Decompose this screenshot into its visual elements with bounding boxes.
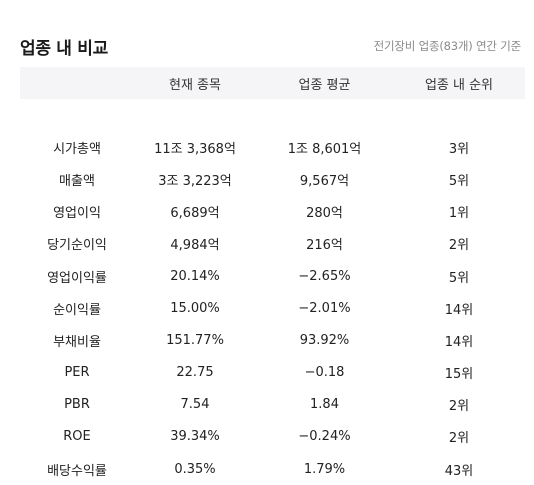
industry-rank-cell: 5위 (448, 270, 470, 286)
current-value-cell: 11조 3,368억 (154, 141, 236, 157)
industry-rank-cell: 1위 (448, 206, 470, 222)
column-header-metric (20, 67, 134, 99)
column-header-rank: 업종 내 순위 (424, 77, 494, 93)
table-row: 순이익률 15.00% −2.01% 14위 (20, 292, 525, 324)
column-header-average: 업종 평균 (298, 77, 351, 93)
industry-average-cell: 93.92% (299, 332, 350, 348)
industry-average-cell: −2.65% (298, 268, 351, 284)
current-value-cell: 0.35% (174, 461, 216, 477)
industry-rank-cell: 5위 (448, 173, 470, 189)
industry-rank-cell: 2위 (448, 431, 470, 447)
industry-rank-cell: 43위 (444, 463, 474, 479)
current-value-cell: 7.54 (180, 397, 210, 413)
table-header-row: 현재 종목 업종 평균 업종 내 순위 (20, 67, 525, 99)
current-value-cell: 20.14% (170, 268, 220, 284)
current-value-cell: 22.75 (176, 365, 214, 381)
table-row: PER 22.75 −0.18 15위 (20, 357, 525, 389)
panel-header: 업종 내 비교 전기장비 업종(83개) 연간 기준 (20, 32, 521, 60)
table-row: 당기순이익 4,984억 216억 2위 (20, 228, 525, 260)
table-row: 부채비율 151.77% 93.92% 14위 (20, 324, 525, 356)
metric-cell: 영업이익 (53, 206, 101, 222)
table-row: 매출액 3조 3,223억 9,567억 5위 (20, 163, 525, 195)
current-value-cell: 151.77% (166, 332, 224, 348)
comparison-table: 현재 종목 업종 평균 업종 내 순위 시가총액 11조 3,368억 1조 8,6… (20, 67, 525, 485)
industry-rank-cell: 2위 (448, 399, 470, 415)
industry-rank-cell: 15위 (444, 367, 474, 383)
table-row: 시가총액 11조 3,368억 1조 8,601억 3위 (20, 131, 525, 163)
metric-cell: PBR (64, 397, 90, 413)
metric-cell: 부채비율 (53, 334, 101, 350)
industry-average-cell: 216억 (306, 238, 343, 254)
metric-cell: 당기순이익 (47, 238, 107, 254)
metric-cell: PER (64, 365, 90, 381)
current-value-cell: 6,689억 (170, 206, 220, 222)
current-value-cell: 4,984억 (170, 238, 220, 254)
panel-subtitle: 전기장비 업종(83개) 연간 기준 (373, 39, 522, 53)
industry-rank-cell: 2위 (448, 238, 470, 254)
current-value-cell: 15.00% (170, 300, 220, 316)
industry-average-cell: −0.18 (304, 365, 345, 381)
metric-cell: 영업이익률 (47, 270, 107, 286)
metric-cell: 순이익률 (53, 302, 101, 318)
table-spacer (20, 99, 525, 131)
industry-rank-cell: 14위 (444, 302, 474, 318)
table-row: PBR 7.54 1.84 2위 (20, 389, 525, 421)
table-row: 배당수익률 0.35% 1.79% 43위 (20, 453, 525, 485)
metric-cell: 배당수익률 (47, 463, 107, 479)
industry-average-cell: 280억 (306, 206, 343, 222)
industry-average-cell: 1.84 (310, 397, 339, 413)
industry-average-cell: 1조 8,601억 (287, 141, 362, 157)
panel-title: 업종 내 비교 (20, 38, 108, 59)
industry-comparison-panel: 업종 내 비교 전기장비 업종(83개) 연간 기준 현재 종목 업종 평균 업… (20, 32, 522, 479)
industry-average-cell: −0.24% (298, 429, 351, 445)
metric-cell: 시가총액 (53, 141, 101, 157)
current-value-cell: 39.34% (170, 429, 220, 445)
table-row: 영업이익률 20.14% −2.65% 5위 (20, 260, 525, 292)
current-value-cell: 3조 3,223억 (158, 173, 232, 189)
industry-average-cell: −2.01% (298, 300, 351, 316)
industry-average-cell: 9,567억 (299, 173, 350, 189)
metric-cell: 매출액 (59, 173, 95, 189)
column-header-current: 현재 종목 (169, 77, 221, 93)
metric-cell: ROE (63, 429, 91, 445)
table-row: ROE 39.34% −0.24% 2위 (20, 421, 525, 453)
industry-rank-cell: 14위 (444, 334, 474, 350)
industry-average-cell: 1.79% (303, 461, 346, 477)
table-row: 영업이익 6,689억 280억 1위 (20, 196, 525, 228)
industry-rank-cell: 3위 (448, 141, 470, 157)
